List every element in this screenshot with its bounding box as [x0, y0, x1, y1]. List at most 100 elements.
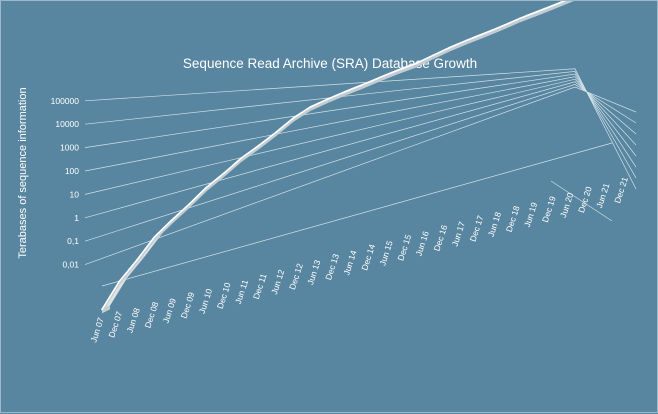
data-point — [379, 76, 382, 79]
ribbon-front-segment — [554, 1, 572, 10]
y-tick-label: 100000 — [51, 96, 80, 106]
x-tick-label: Jun 19 — [522, 201, 539, 229]
grid-line — [84, 68, 637, 190]
data-point — [222, 172, 225, 175]
data-point — [188, 203, 190, 206]
data-point — [344, 90, 347, 93]
x-tick-labels: Jun 07 Dec 07 Jun 08 Dec 08 Jun 09 Dec 09 Jun … — [88, 175, 630, 343]
ribbon-cap — [102, 305, 110, 314]
ribbon-front-segment — [241, 145, 259, 163]
x-tick-label: Dec 11 — [251, 272, 269, 300]
ribbon-front-segment — [450, 40, 468, 52]
ribbon-front-segment — [328, 91, 346, 103]
x-tick-label: Dec 09 — [179, 291, 197, 320]
y-tick-label: 10 — [70, 189, 80, 199]
x-tick-label: Dec 18 — [504, 204, 522, 233]
data-point — [240, 157, 243, 160]
x-tick-label: Dec 12 — [287, 262, 305, 291]
y-tick-labels: 0,01 0,1 1 10 100 1000 10000 100000 — [51, 96, 80, 270]
data-point — [153, 236, 156, 239]
ribbon-front-segment — [502, 18, 520, 31]
data-ribbon — [101, 1, 574, 314]
ribbon-front-segment — [415, 55, 433, 68]
x-tick-label: Jun 13 — [305, 258, 322, 286]
data-point — [275, 131, 277, 134]
grid-lines — [84, 68, 637, 287]
grid-line — [84, 71, 637, 179]
y-tick-label: 1 — [74, 213, 79, 223]
x-tick-label: Dec 10 — [215, 281, 233, 310]
x-tick-label: Jun 17 — [450, 220, 467, 248]
ribbon-front-segment — [345, 84, 363, 96]
x-tick-label: Jun 20 — [558, 191, 575, 219]
y-tick-label: 100 — [65, 166, 79, 176]
x-tick-label: Jun 10 — [197, 287, 214, 315]
y-axis-label: Terabases of sequence information — [17, 87, 29, 258]
y-tick-label: 0,1 — [67, 236, 79, 246]
data-point — [327, 98, 330, 100]
x-tick-label: Jun 16 — [413, 230, 430, 258]
data-point — [118, 280, 121, 283]
data-point — [257, 144, 260, 147]
ribbon-front-segment — [537, 5, 555, 16]
data-point — [205, 186, 208, 189]
data-point — [170, 219, 173, 222]
data-point — [466, 39, 469, 41]
ribbon-front-segment — [397, 63, 416, 75]
ribbon-front-segment — [467, 33, 485, 45]
data-point — [396, 69, 399, 72]
x-tick-label: Jun 14 — [341, 249, 358, 277]
data-point — [135, 259, 138, 262]
x-tick-label: Jun 12 — [269, 268, 286, 296]
data-point — [553, 4, 556, 6]
grid-line — [84, 76, 637, 172]
x-tick-label: Dec 20 — [576, 185, 594, 214]
grid-line — [84, 78, 637, 195]
ribbon-front-segment — [571, 1, 574, 2]
data-point — [101, 308, 103, 311]
data-line — [101, 1, 567, 310]
data-point — [292, 117, 295, 119]
data-point — [449, 46, 451, 49]
x-tick-label: Dec 21 — [612, 175, 630, 204]
x-tick-label: Jun 11 — [233, 278, 250, 305]
ribbon-front-segment — [519, 11, 537, 23]
x-tick-label: Jun 21 — [594, 182, 611, 210]
y-tick-label: 10000 — [55, 119, 79, 129]
x-tick-label: Dec 19 — [540, 195, 558, 224]
data-point — [414, 63, 417, 65]
x-tick-label: Jun 08 — [125, 306, 142, 334]
data-point — [309, 105, 312, 108]
ribbon-front-segment — [363, 77, 381, 89]
grid-line — [84, 81, 637, 219]
x-tick-label: Dec 08 — [143, 300, 161, 329]
x-tick-label: Dec 13 — [323, 252, 341, 281]
x-tick-label: Jun 07 — [88, 316, 105, 344]
data-point — [483, 32, 486, 35]
data-point — [536, 10, 538, 13]
x-tick-label: Dec 15 — [395, 233, 413, 262]
x-tick-label: Jun 15 — [377, 239, 394, 267]
grid-line — [84, 86, 637, 265]
ribbon-front-segment — [484, 26, 503, 38]
x-tick-label: Jun 09 — [161, 297, 178, 325]
ribbon-front-segment — [293, 106, 311, 122]
floor-line — [101, 142, 613, 287]
ribbon-front-segment — [380, 70, 398, 82]
x-tick-label: Dec 16 — [432, 223, 450, 252]
grid-line — [84, 73, 637, 168]
y-tick-label: 0,01 — [62, 260, 79, 270]
x-tick-label: Jun 18 — [486, 210, 503, 238]
y-tick-label: 1000 — [60, 143, 79, 153]
data-point — [518, 17, 521, 20]
floor-side-line — [550, 180, 613, 222]
ribbon-front-segment — [432, 47, 450, 60]
x-tick-label: Dec 07 — [106, 310, 124, 339]
x-tick-label: Dec 17 — [468, 214, 486, 243]
ribbon-front-segment — [310, 98, 329, 111]
grid-line — [84, 84, 637, 242]
x-tick-label: Dec 14 — [359, 243, 377, 272]
data-point — [431, 54, 434, 57]
